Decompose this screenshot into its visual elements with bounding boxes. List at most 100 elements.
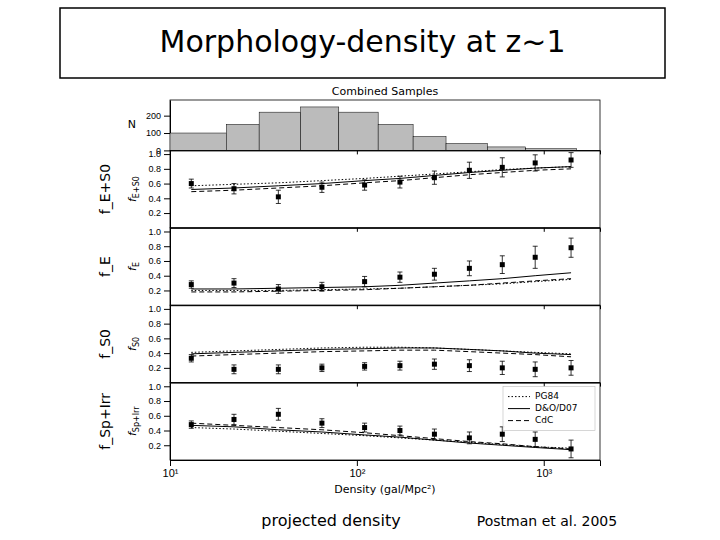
plot-area <box>189 153 574 204</box>
error-bar <box>189 355 194 362</box>
x-axis: 10¹10²10³ <box>163 460 601 479</box>
y-tick-mark <box>164 445 170 446</box>
y-tick-mark <box>164 338 170 339</box>
x-axis-label: Density (gal/Mpc²) <box>334 483 435 496</box>
axis-line <box>171 461 601 467</box>
plot-frame <box>170 150 600 227</box>
error-bar <box>319 182 324 192</box>
axis-line <box>171 151 601 155</box>
y-tick: 0.2 <box>148 208 170 218</box>
histogram-bar <box>487 147 525 150</box>
axis-line <box>170 383 171 460</box>
data-point <box>432 272 437 277</box>
data-point <box>231 281 236 286</box>
y-tick-label: 0.8 <box>148 164 161 174</box>
error-bar <box>500 158 505 177</box>
y-tick-mark <box>164 431 170 432</box>
error-bar <box>319 282 324 291</box>
y-tick: 0.6 <box>148 334 170 344</box>
y-tick-mark <box>164 261 170 262</box>
y-tick-label: 0.2 <box>148 208 161 218</box>
y-tick-mark <box>164 386 170 387</box>
y-axis: 0.2 0.4 0.6 0.8 1.0 <box>148 304 170 383</box>
error-bar <box>569 440 574 458</box>
error-bar <box>432 359 437 369</box>
y-tick-mark <box>164 184 170 185</box>
series-line <box>191 347 571 354</box>
data-point <box>189 282 194 287</box>
x-tick-mark <box>357 383 358 387</box>
data-point <box>276 194 281 199</box>
y-tick-mark <box>164 246 170 247</box>
panel: 10¹10²10³0.20.40.60.81.0fSp+Irrf_Sp+IrrD… <box>97 382 601 496</box>
plot-area <box>170 107 577 150</box>
chart-root: Morphology-density at z~1projected densi… <box>0 0 720 540</box>
data-point <box>500 262 505 267</box>
error-bar <box>276 408 281 420</box>
legend-swatch <box>508 408 530 409</box>
error-bar <box>362 363 367 370</box>
error-bar <box>189 281 194 288</box>
error-bar <box>533 155 538 171</box>
legend-label: CdC <box>535 415 553 425</box>
error-bar <box>362 276 367 286</box>
y-tick-label: 0.4 <box>148 194 161 204</box>
error-bar <box>189 179 194 188</box>
y-tick-label: 0.6 <box>148 256 161 266</box>
error-bar <box>397 176 402 188</box>
data-point <box>189 181 194 186</box>
x-tick-label: 10¹ <box>163 467 179 479</box>
legend-box <box>503 387 595 431</box>
data-point <box>432 175 437 180</box>
side-label: f_E+S0 <box>97 164 113 214</box>
y-tick: 1.0 <box>148 149 170 159</box>
y-tick-label: 1.0 <box>148 304 161 314</box>
data-point <box>362 183 367 188</box>
x-axis <box>171 305 601 309</box>
x-axis <box>171 383 601 387</box>
y-tick: 200 <box>146 111 170 121</box>
x-tick <box>544 383 545 387</box>
y-tick-label: 1.0 <box>148 227 161 237</box>
x-tick-mark <box>544 460 545 466</box>
error-bar <box>362 180 367 190</box>
data-point <box>569 245 574 250</box>
y-tick-label: 0.2 <box>148 363 161 373</box>
data-point <box>231 417 236 422</box>
error-bar <box>432 268 437 280</box>
error-bar <box>500 361 505 374</box>
y-tick-label: 0.8 <box>148 319 161 329</box>
x-tick-mark <box>544 305 545 309</box>
y-tick-mark <box>164 324 170 325</box>
x-tick-mark <box>544 228 545 232</box>
x-tick-mark <box>357 305 358 309</box>
y-tick-mark <box>164 309 170 310</box>
error-bar <box>276 365 281 374</box>
axis-line <box>170 228 171 305</box>
data-point <box>231 186 236 191</box>
error-bar <box>276 285 281 294</box>
y-tick: 0.2 <box>148 363 170 373</box>
x-tick-mark <box>544 383 545 387</box>
y-tick: 0.4 <box>148 348 170 358</box>
series-line <box>191 279 571 292</box>
data-point <box>500 432 505 437</box>
x-tick <box>357 305 358 309</box>
error-bar <box>397 361 402 370</box>
y-tick-label: 100 <box>146 128 161 138</box>
error-bar <box>432 429 437 439</box>
panel: 0.20.40.60.81.0fEf_E <box>97 227 601 309</box>
data-point <box>319 284 324 289</box>
plot-frame <box>170 305 600 382</box>
data-point <box>276 286 281 291</box>
data-point <box>319 365 324 370</box>
x-tick: 10¹ <box>163 460 179 479</box>
histogram-bar <box>226 124 259 150</box>
data-point <box>432 432 437 437</box>
y-tick: 0.2 <box>148 286 170 296</box>
error-bar <box>231 184 236 194</box>
data-point <box>319 421 324 426</box>
x-tick <box>357 150 358 154</box>
data-point <box>467 266 472 271</box>
data-point <box>319 185 324 190</box>
